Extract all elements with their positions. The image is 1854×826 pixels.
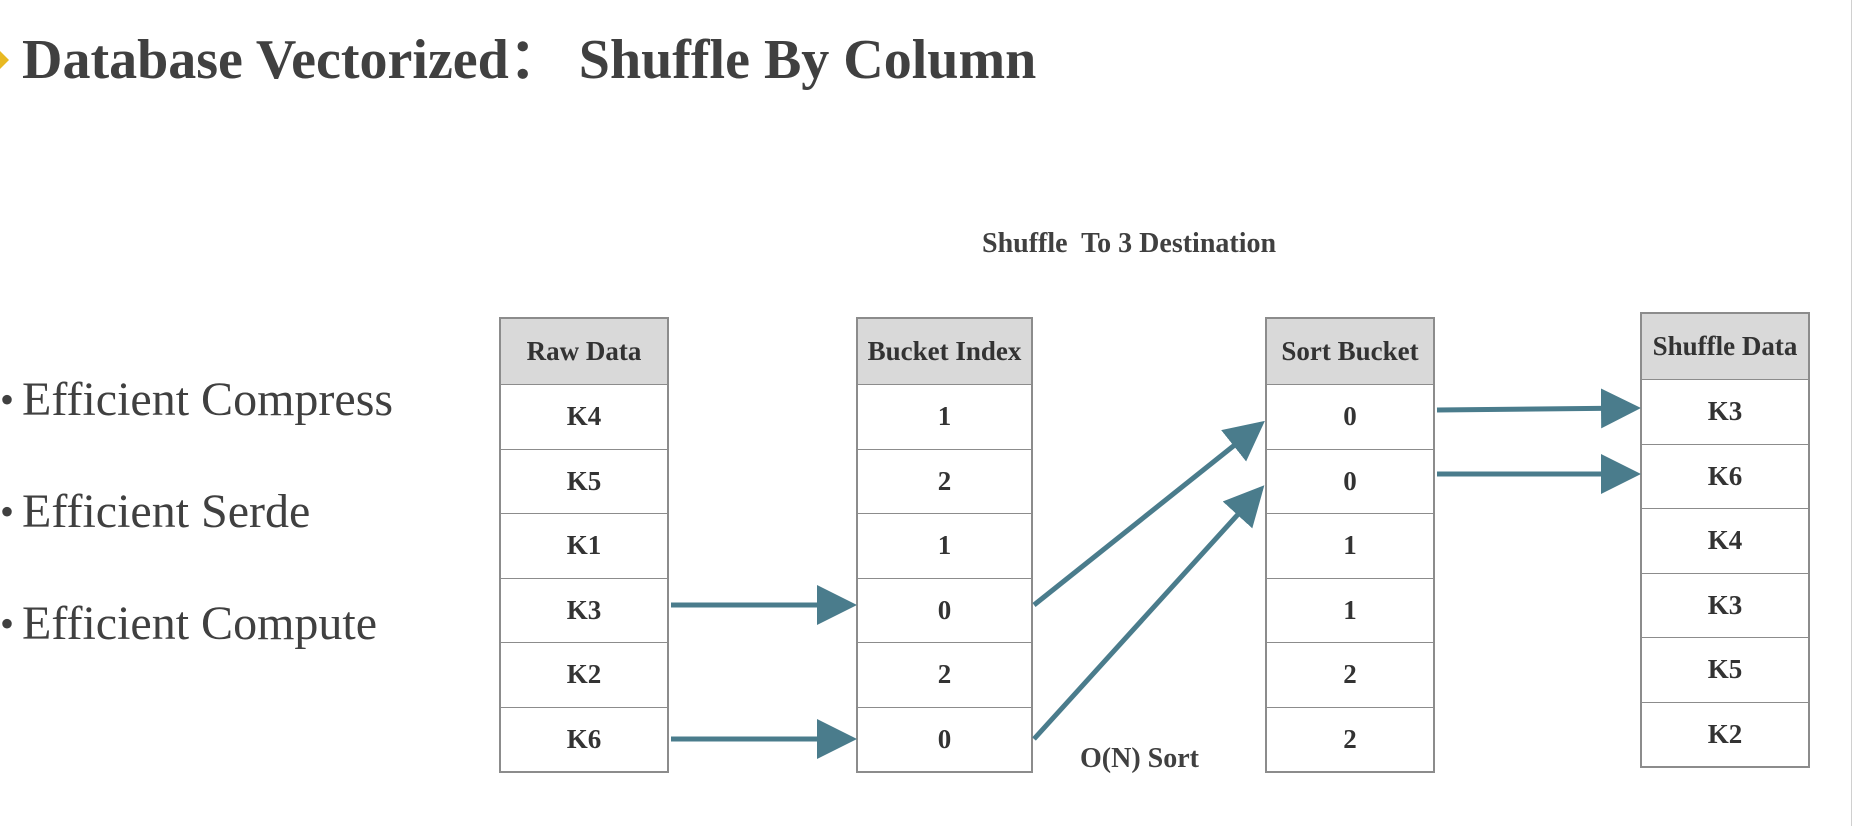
column-header: Shuffle Data	[1642, 314, 1808, 380]
diagram-caption: Shuffle To 3 Destination	[982, 228, 1277, 259]
column-cell: 1	[1267, 579, 1433, 643]
column-cell: K2	[1707, 719, 1743, 750]
sort-label: O(N) Sort	[1080, 743, 1199, 774]
column-cell: 0	[1267, 385, 1433, 450]
column-cell: K2	[501, 643, 667, 708]
column-cell: 2	[858, 450, 1031, 514]
column-cell: K5	[501, 450, 667, 514]
title-marker-icon	[0, 51, 9, 69]
column-cell: K5	[1642, 638, 1808, 703]
column-cell: 2	[1267, 643, 1433, 708]
bullet-item: • Efficient Compute	[0, 596, 377, 652]
column-header: Raw Data	[501, 319, 667, 385]
column-cell: K6	[1642, 445, 1808, 509]
column-cell: K6	[566, 724, 602, 755]
column-cell: 2	[1343, 724, 1357, 755]
bullet-text: Efficient Serde	[22, 485, 311, 538]
bullet-dot-icon: •	[0, 489, 15, 534]
column-cell: 0	[937, 724, 952, 755]
slide-edge	[1851, 0, 1852, 826]
bullet-dot-icon: •	[0, 377, 15, 422]
column-cell: K3	[1642, 574, 1808, 638]
bullet-text: Efficient Compress	[22, 373, 394, 426]
bullet-item: • Efficient Serde	[0, 484, 310, 540]
page-title: Database Vectorized： Shuffle By Column	[22, 29, 1037, 91]
bullet-item: • Efficient Compress	[0, 372, 393, 428]
raw-data-column: Raw Data K4 K5 K1 K3 K2 K6	[499, 317, 669, 773]
column-header: Sort Bucket	[1267, 319, 1433, 385]
column-cell: K4	[1642, 509, 1808, 574]
column-cell: 0	[1267, 450, 1433, 514]
column-cell: 1	[858, 385, 1031, 450]
bullet-dot-icon: •	[0, 601, 15, 646]
arrow-sort-to-shuffle-1-icon	[1436, 388, 1641, 429]
column-cell: K4	[501, 385, 667, 450]
sort-bucket-column: Sort Bucket 0 0 1 1 2 2	[1265, 317, 1435, 773]
column-cell: 0	[858, 579, 1031, 643]
column-cell: K3	[501, 579, 667, 643]
arrow-bucket-to-sort-1-icon	[1032, 420, 1265, 607]
column-cell: K1	[501, 514, 667, 579]
column-header: Bucket Index	[858, 319, 1031, 385]
column-cell: 1	[1267, 514, 1433, 579]
arrow-bucket-to-sort-2-icon	[1032, 485, 1265, 741]
column-cell: K3	[1642, 380, 1808, 445]
column-cell: 2	[858, 643, 1031, 708]
bullet-text: Efficient Compute	[22, 597, 378, 650]
column-cell: 1	[858, 514, 1031, 579]
bucket-index-column: Bucket Index 1 2 1 0 2 0	[856, 317, 1033, 773]
shuffle-data-column: Shuffle Data K3 K6 K4 K3 K5 K2	[1640, 312, 1810, 768]
